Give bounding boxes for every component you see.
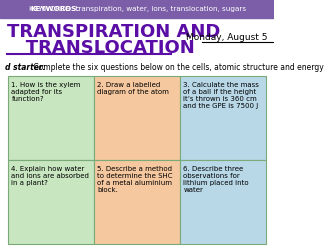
Text: 6. Describe three
observations for
lithium placed into
water: 6. Describe three observations for lithi…: [183, 166, 249, 193]
Bar: [8, 160, 94, 244]
Text: Complete the six questions below on the cells, atomic structure and energy: Complete the six questions below on the …: [31, 64, 324, 73]
Bar: [94, 76, 180, 160]
Bar: [8, 76, 94, 160]
Text: TRANSLOCATION: TRANSLOCATION: [6, 39, 194, 57]
Text: 5. Describe a method
to determine the SHC
of a metal aluminium
block.: 5. Describe a method to determine the SH…: [97, 166, 173, 193]
Text: 4. Explain how water
and ions are absorbed
in a plant?: 4. Explain how water and ions are absorb…: [11, 166, 89, 186]
Text: KEYWORDS:: KEYWORDS:: [30, 6, 79, 12]
Bar: [180, 76, 266, 160]
Text: KEYWORDS: transpiration, water, ions, translocation, sugars: KEYWORDS: transpiration, water, ions, tr…: [29, 6, 246, 12]
Text: 1. How is the xylem
adapted for its
function?: 1. How is the xylem adapted for its func…: [11, 82, 81, 102]
Text: TRANSPIRATION AND: TRANSPIRATION AND: [6, 23, 220, 41]
Bar: [0, 0, 274, 18]
Text: Monday, August 5: Monday, August 5: [186, 34, 268, 43]
Text: 2. Draw a labelled
diagram of the atom: 2. Draw a labelled diagram of the atom: [97, 82, 169, 95]
Text: d starter:: d starter:: [5, 64, 45, 73]
Text: 3. Calculate the mass
of a ball if the height
it’s thrown is 360 cm
and the GPE : 3. Calculate the mass of a ball if the h…: [183, 82, 259, 109]
Bar: [180, 160, 266, 244]
Bar: [94, 160, 180, 244]
